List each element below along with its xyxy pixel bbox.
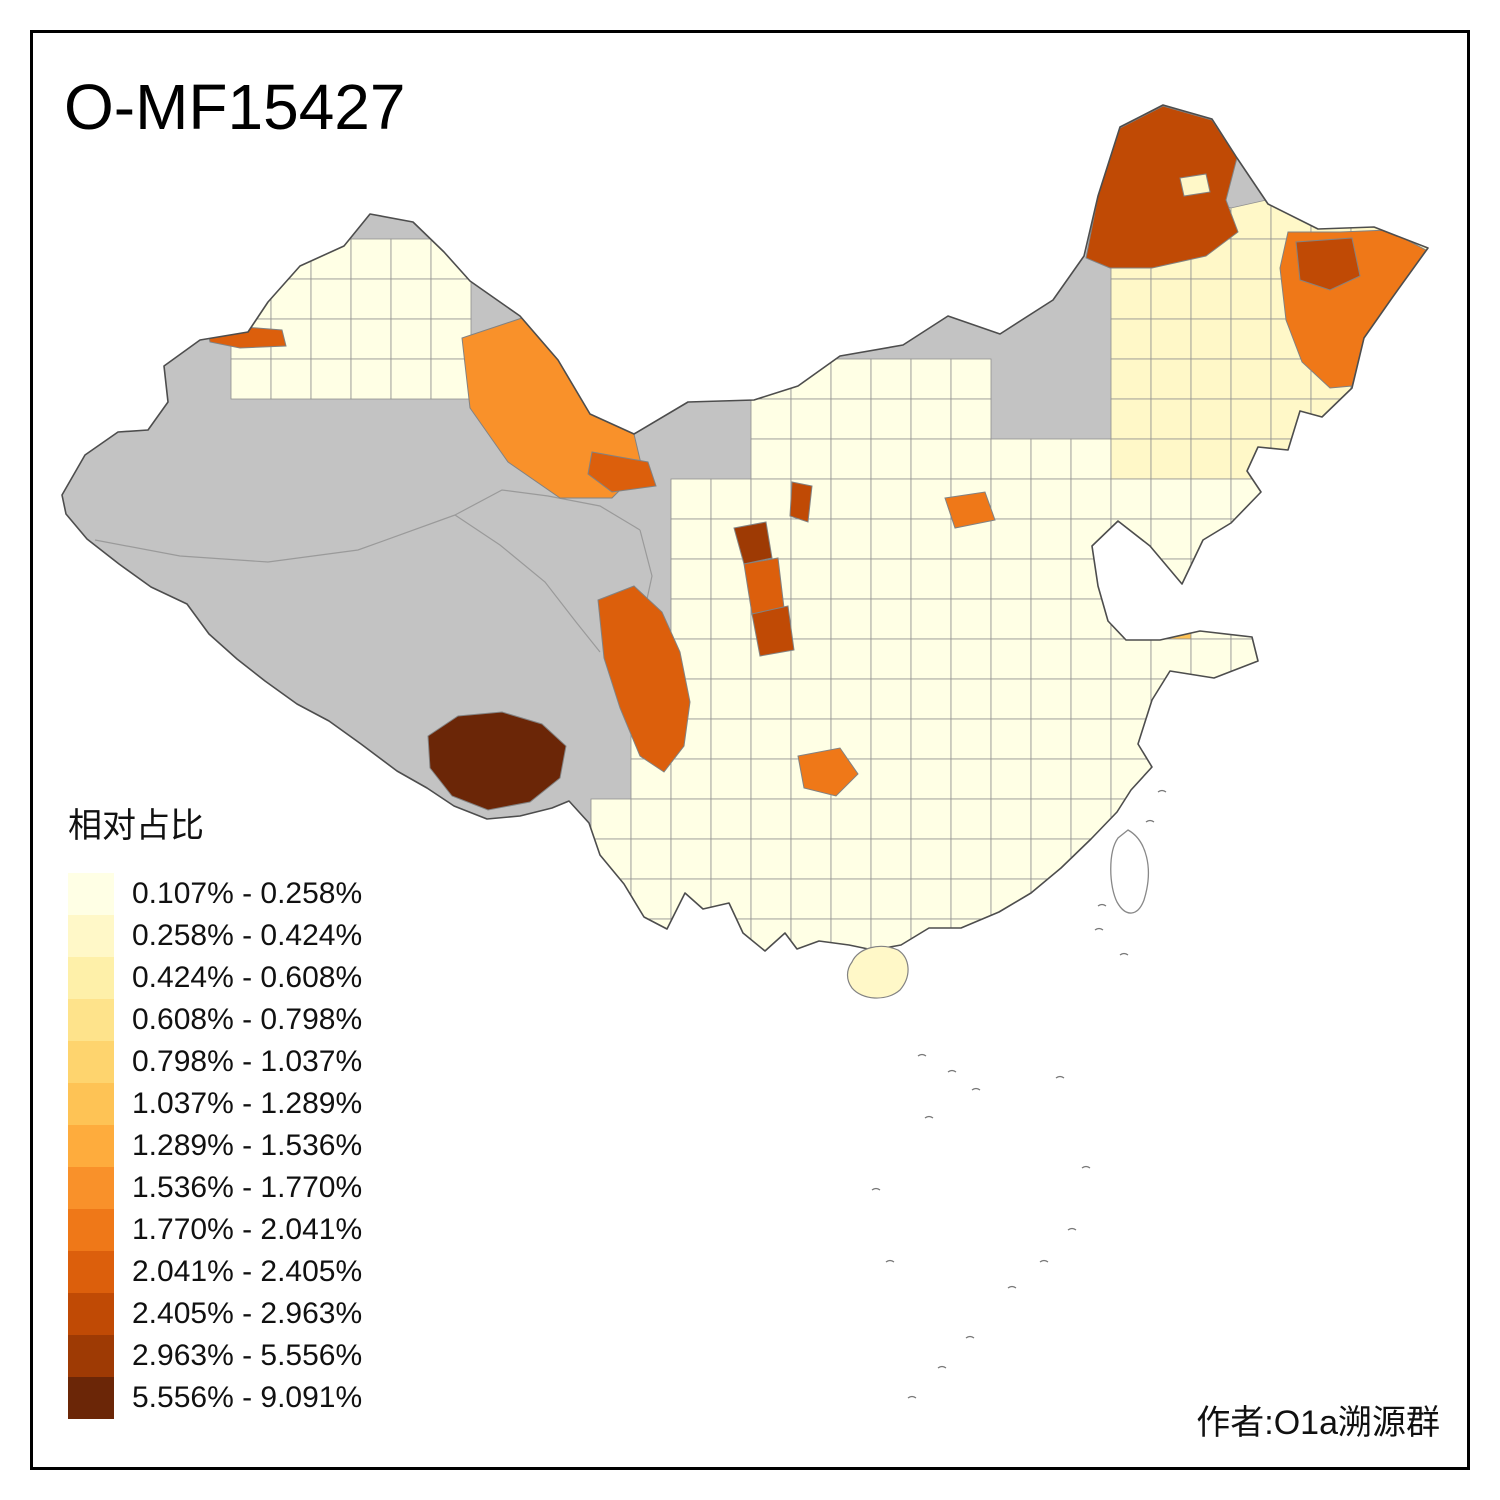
legend-row: 5.556% - 9.091%	[68, 1377, 362, 1419]
legend-swatch	[68, 873, 114, 915]
legend-row: 2.963% - 5.556%	[68, 1335, 362, 1377]
legend-row: 1.536% - 1.770%	[68, 1167, 362, 1209]
region-ningxia-3	[751, 605, 795, 657]
island-mark	[871, 1187, 881, 1191]
attribution: 作者:O1a溯源群	[1196, 1404, 1440, 1442]
legend-title: 相对占比	[68, 807, 204, 845]
figure-title: O-MF15427	[64, 71, 406, 143]
island-mark	[1097, 903, 1107, 907]
legend-label: 1.037% - 1.289%	[132, 1087, 363, 1120]
region-ne-east-dark	[1295, 237, 1361, 291]
region-baiyin	[789, 481, 813, 523]
island-mark	[937, 1365, 947, 1369]
legend-label: 0.258% - 0.424%	[132, 919, 363, 952]
island-mark	[1145, 819, 1155, 823]
legend-label: 5.556% - 9.091%	[132, 1381, 363, 1414]
legend-label: 0.608% - 0.798%	[132, 1003, 363, 1036]
legend-swatch	[68, 915, 114, 957]
legend-row: 2.405% - 2.963%	[68, 1293, 362, 1335]
island-mark	[971, 1087, 981, 1091]
region-hainan	[846, 945, 909, 999]
island-mark	[1007, 1285, 1017, 1289]
legend-row: 1.037% - 1.289%	[68, 1083, 362, 1125]
legend-swatch	[68, 1209, 114, 1251]
island-mark	[1094, 927, 1104, 931]
legend-swatch	[68, 1293, 114, 1335]
legend-swatch	[68, 957, 114, 999]
legend-swatch	[68, 1251, 114, 1293]
legend-row: 2.041% - 2.405%	[68, 1251, 362, 1293]
region-chongqing	[797, 747, 859, 797]
region-taiwan	[1110, 829, 1150, 914]
region-ningxia-1	[733, 521, 773, 565]
region-hulunbuir-notch	[1179, 173, 1211, 197]
legend-label: 0.107% - 0.258%	[132, 877, 363, 910]
region-beijing	[944, 491, 996, 529]
island-mark	[1157, 789, 1167, 793]
region-hexi-dark	[587, 451, 657, 493]
island-mark	[885, 1259, 895, 1263]
legend-label: 2.041% - 2.405%	[132, 1255, 363, 1288]
legend-swatch	[68, 1083, 114, 1125]
island-mark	[907, 1395, 917, 1399]
region-west-sichuan	[597, 585, 691, 773]
legend-label: 2.405% - 2.963%	[132, 1297, 363, 1330]
legend-label: 0.424% - 0.608%	[132, 961, 363, 994]
legend-label: 0.798% - 1.037%	[132, 1045, 363, 1078]
legend: 相对占比 0.107% - 0.258% 0.258% - 0.424% 0.424…	[68, 798, 362, 1419]
legend-swatch	[68, 1041, 114, 1083]
island-mark	[1039, 1259, 1049, 1263]
legend-label: 1.770% - 2.041%	[132, 1213, 363, 1246]
legend-row: 0.258% - 0.424%	[68, 915, 362, 957]
province-border	[94, 514, 456, 563]
legend-swatch	[68, 1125, 114, 1167]
figure-border	[30, 30, 1470, 1470]
legend-row: 1.770% - 2.041%	[68, 1209, 362, 1251]
island-mark	[1067, 1227, 1077, 1231]
legend-label: 2.963% - 5.556%	[132, 1339, 363, 1372]
legend-row: 0.424% - 0.608%	[68, 957, 362, 999]
legend-row: 1.289% - 1.536%	[68, 1125, 362, 1167]
legend-swatch	[68, 1335, 114, 1377]
province-border	[454, 514, 601, 653]
legend-swatch	[68, 999, 114, 1041]
legend-row: 0.798% - 1.037%	[68, 1041, 362, 1083]
legend-swatch	[68, 1167, 114, 1209]
province-border	[454, 489, 641, 531]
legend-label: 1.536% - 1.770%	[132, 1171, 363, 1204]
island-mark	[924, 1115, 934, 1119]
legend-row: 0.107% - 0.258%	[68, 873, 362, 915]
region-tibet-dark	[427, 711, 567, 811]
island-mark	[917, 1053, 927, 1057]
island-mark	[947, 1069, 957, 1073]
legend-label: 1.289% - 1.536%	[132, 1129, 363, 1162]
island-mark	[1119, 952, 1129, 956]
island-mark	[1081, 1165, 1091, 1169]
island-mark	[965, 1335, 975, 1339]
national-border	[61, 104, 1429, 952]
legend-row: 0.608% - 0.798%	[68, 999, 362, 1041]
island-mark	[1055, 1075, 1065, 1079]
legend-swatch	[68, 1377, 114, 1419]
legend-items: 0.107% - 0.258% 0.258% - 0.424% 0.424% - 0…	[68, 873, 362, 1419]
